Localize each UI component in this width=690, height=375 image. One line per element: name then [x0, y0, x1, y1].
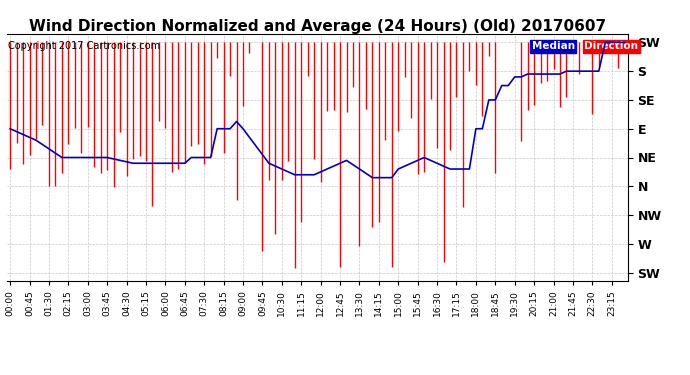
Text: Median: Median: [531, 41, 575, 51]
Title: Wind Direction Normalized and Average (24 Hours) (Old) 20170607: Wind Direction Normalized and Average (2…: [29, 19, 606, 34]
Text: Copyright 2017 Cartronics.com: Copyright 2017 Cartronics.com: [8, 41, 159, 51]
Text: Direction: Direction: [584, 41, 638, 51]
